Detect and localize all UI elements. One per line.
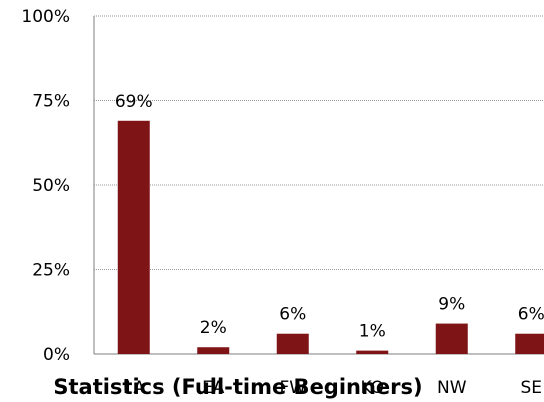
data-label-NW: 9% (438, 295, 465, 315)
category-labels: 1A EA FW KO NW SE (123, 378, 543, 398)
category-label-EA: EA (202, 378, 225, 398)
y-tick-label: 25% (32, 261, 70, 281)
data-label-FW: 6% (279, 305, 306, 325)
category-label-SE: SE (520, 378, 542, 398)
chart-title: Statistics (Full-time Beginners) (53, 375, 422, 399)
bar-FW (276, 333, 309, 354)
data-label-KO: 1% (359, 322, 386, 342)
bar-KO (356, 350, 389, 354)
gridlines (94, 15, 544, 270)
category-label-NW: NW (437, 378, 467, 398)
data-label-SE: 6% (518, 305, 544, 325)
y-tick-label: 50% (32, 176, 70, 196)
bar-EA (197, 347, 230, 354)
data-label-1A: 69% (115, 92, 153, 112)
category-label-KO: KO (360, 378, 384, 398)
y-tick-label: 75% (32, 92, 70, 112)
category-label-1A: 1A (123, 378, 146, 398)
y-tick-label: 0% (43, 345, 70, 365)
data-label-EA: 2% (200, 318, 227, 338)
bar-SE (515, 333, 544, 354)
category-label-FW: FW (279, 378, 306, 398)
y-tick-label: 100% (21, 7, 70, 27)
bar-1A (117, 120, 150, 354)
bars (117, 120, 544, 354)
bar-NW (435, 323, 468, 354)
y-tick-labels: 0% 25% 50% 75% 100% (21, 7, 70, 365)
data-labels: 69% 2% 6% 1% 9% 6% (115, 92, 544, 342)
axes (93, 16, 544, 355)
